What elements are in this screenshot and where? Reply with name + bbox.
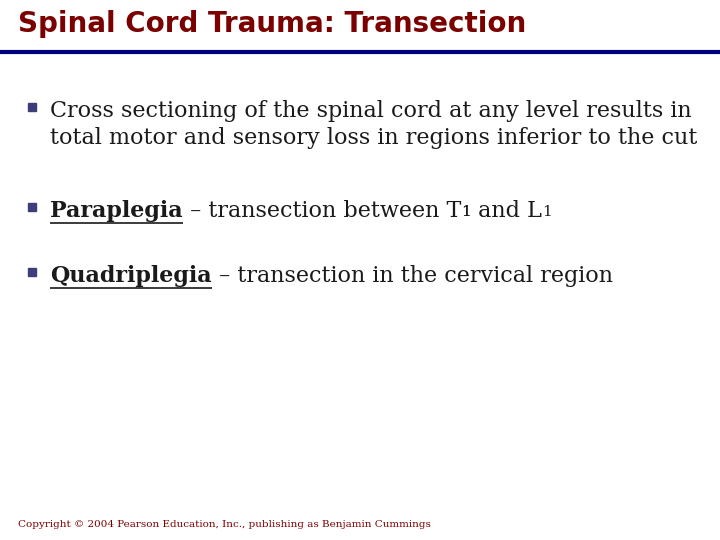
Bar: [28, 203, 36, 211]
Text: 1: 1: [541, 205, 552, 219]
Text: 1: 1: [461, 205, 471, 219]
Text: 1: 1: [461, 205, 471, 219]
Text: – transection in the cervical region: – transection in the cervical region: [212, 265, 613, 287]
Text: Paraplegia: Paraplegia: [50, 200, 183, 222]
Text: and L: and L: [471, 200, 541, 222]
Text: Copyright © 2004 Pearson Education, Inc., publishing as Benjamin Cummings: Copyright © 2004 Pearson Education, Inc.…: [18, 520, 431, 529]
Bar: [28, 103, 36, 111]
Text: 1: 1: [0, 539, 1, 540]
Text: Quadriplegia: Quadriplegia: [50, 265, 212, 287]
Text: – transection between T: – transection between T: [183, 200, 461, 222]
Text: Spinal Cord Trauma: Transection: Spinal Cord Trauma: Transection: [18, 10, 526, 38]
Bar: [28, 268, 36, 276]
Text: Cross sectioning of the spinal cord at any level results in
total motor and sens: Cross sectioning of the spinal cord at a…: [50, 100, 698, 149]
